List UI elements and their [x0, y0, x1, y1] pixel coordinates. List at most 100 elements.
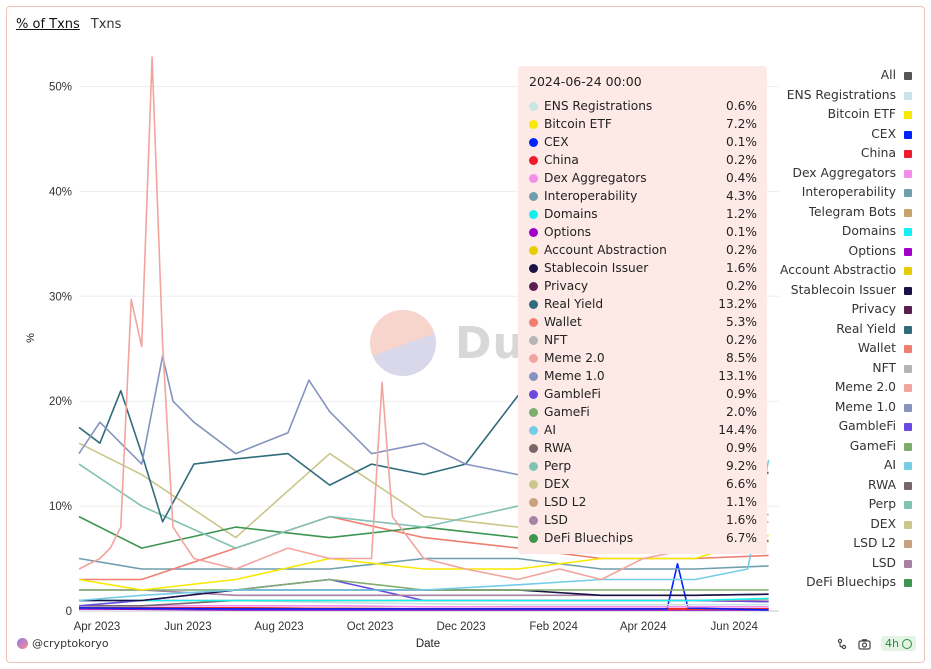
legend-item[interactable]: All: [780, 66, 912, 86]
x-tick-label: Apr 2023: [74, 621, 121, 633]
tab-txns[interactable]: Txns: [90, 17, 122, 32]
legend-label: Stablecoin Issuer: [790, 282, 896, 297]
legend-item[interactable]: GambleFi: [780, 417, 912, 437]
tooltip-series-name: Real Yield: [544, 297, 604, 311]
legend-item[interactable]: Domains: [780, 222, 912, 242]
legend-item[interactable]: Meme 1.0: [780, 398, 912, 418]
legend-swatch: [904, 345, 912, 353]
tooltip-series-value: 0.9%: [726, 441, 757, 455]
legend-item[interactable]: LSD: [780, 554, 912, 574]
legend-item[interactable]: ENS Registrations: [780, 86, 912, 106]
series-line-ai[interactable]: [78, 459, 770, 602]
legend-item[interactable]: LSD L2: [780, 534, 912, 554]
legend-item[interactable]: AI: [780, 456, 912, 476]
series-line-options[interactable]: [78, 608, 769, 611]
refresh-badge[interactable]: 4h: [881, 636, 916, 651]
legend-label: RWA: [868, 477, 896, 492]
legend-item[interactable]: Wallet: [780, 339, 912, 359]
refresh-interval: 4h: [885, 637, 899, 650]
legend-label: Dex Aggregators: [792, 165, 896, 180]
tooltip-series-name: Bitcoin ETF: [544, 117, 612, 131]
series-color-dot: [529, 533, 538, 543]
legend-item[interactable]: CEX: [780, 125, 912, 145]
x-axis-label: Date: [416, 638, 440, 650]
tooltip-series-name: Dex Aggregators: [544, 171, 647, 185]
legend-item[interactable]: Perp: [780, 495, 912, 515]
legend-swatch: [904, 540, 912, 548]
tooltip-row: Privacy 0.2%: [529, 277, 757, 295]
legend-label: Telegram Bots: [808, 204, 896, 219]
series-line-domains[interactable]: [79, 597, 769, 602]
legend-item[interactable]: RWA: [780, 476, 912, 496]
legend-item[interactable]: GameFi: [780, 437, 912, 457]
tooltip-date: 2024-06-24 00:00: [529, 74, 642, 89]
series-color-dot: [529, 479, 538, 489]
x-tick-label: Oct 2023: [347, 621, 394, 633]
series-color-dot: [529, 515, 538, 525]
camera-icon[interactable]: [858, 638, 871, 650]
legend-item[interactable]: DEX: [780, 515, 912, 535]
series-color-dot: [529, 209, 538, 219]
tooltip-series-name: LSD L2: [544, 495, 587, 509]
tab-pct-of-txns[interactable]: % of Txns: [16, 17, 80, 32]
legend-label: DeFi Bluechips: [806, 575, 896, 589]
x-tick-label: Jun 2023: [164, 621, 211, 633]
legend-item[interactable]: Privacy: [780, 300, 912, 320]
tooltip-series-name: GameFi: [544, 405, 590, 419]
legend-item[interactable]: Options: [780, 242, 912, 262]
x-tick-label: Apr 2024: [620, 621, 667, 633]
y-tick-label: 30%: [49, 291, 72, 303]
legend-swatch: [904, 384, 912, 392]
fork-icon[interactable]: [836, 638, 848, 650]
legend-item[interactable]: Account Abstraction: [780, 261, 912, 281]
legend-swatch: [904, 130, 912, 139]
series-color-dot: [529, 173, 538, 183]
tooltip-row: Stablecoin Issuer 1.6%: [529, 259, 757, 277]
legend-item[interactable]: Real Yield: [780, 320, 912, 340]
tooltip-series-name: Wallet: [544, 315, 582, 329]
x-axis: Apr 2023 Jun 2023 Aug 2023 Oct 2023 Dec 2023…: [74, 621, 759, 633]
user-avatar-icon: [17, 638, 28, 649]
legend-item[interactable]: DeFi Bluechips: [780, 573, 912, 593]
tooltip-row: Dex Aggregators 0.4%: [529, 169, 757, 187]
series-color-dot: [529, 371, 538, 381]
legend-item[interactable]: Dex Aggregators: [780, 164, 912, 184]
chart-legend: All ENS Registrations Bitcoin ETF CEX China D…: [780, 66, 912, 593]
tooltip-series-name: Account Abstraction: [544, 243, 667, 257]
tooltip-series-name: China: [544, 153, 579, 167]
series-line-bitcoin-etf[interactable]: [78, 534, 769, 591]
tooltip-series-name: Domains: [544, 207, 598, 221]
legend-label: LSD: [871, 555, 896, 570]
tooltip-series-value: 9.2%: [726, 459, 757, 473]
legend-item[interactable]: Bitcoin ETF: [780, 105, 912, 125]
series-color-dot: [529, 425, 538, 435]
legend-item[interactable]: Meme 2.0: [780, 378, 912, 398]
tooltip-series-value: 7.2%: [726, 117, 757, 131]
tooltip-series-value: 4.3%: [726, 189, 757, 203]
tooltip-series-value: 0.2%: [726, 333, 757, 347]
legend-swatch: [904, 228, 912, 236]
legend-label: Account Abstraction: [780, 263, 896, 277]
series-color-dot: [529, 227, 538, 237]
legend-item[interactable]: China: [780, 144, 912, 164]
legend-item[interactable]: Stablecoin Issuer: [780, 281, 912, 301]
series-color-dot: [529, 497, 538, 507]
series-line-dex-aggregators[interactable]: [79, 604, 769, 608]
series-line-interoperability[interactable]: [78, 557, 769, 570]
y-tick-label: 10%: [49, 501, 72, 513]
y-axis-label: %: [25, 333, 37, 343]
legend-swatch: [904, 306, 912, 314]
x-tick-label: Dec 2023: [436, 621, 485, 633]
tooltip-series-name: Options: [544, 225, 592, 239]
chart-card: % of Txns Txns Dune 010%20%30%40%50% Apr…: [6, 6, 925, 663]
tooltip-row: Meme 1.0 13.1%: [529, 367, 757, 385]
author[interactable]: @cryptokoryo: [17, 637, 109, 650]
legend-swatch: [904, 579, 912, 587]
tooltip-row: China 0.2%: [529, 151, 757, 169]
legend-item[interactable]: Interoperability: [780, 183, 912, 203]
series-line-meme-2-0[interactable]: [78, 56, 769, 581]
tooltip-series-name: Privacy: [544, 279, 589, 293]
legend-item[interactable]: NFT: [780, 359, 912, 379]
legend-label: Wallet: [857, 341, 896, 355]
legend-item[interactable]: Telegram Bots: [780, 203, 912, 223]
